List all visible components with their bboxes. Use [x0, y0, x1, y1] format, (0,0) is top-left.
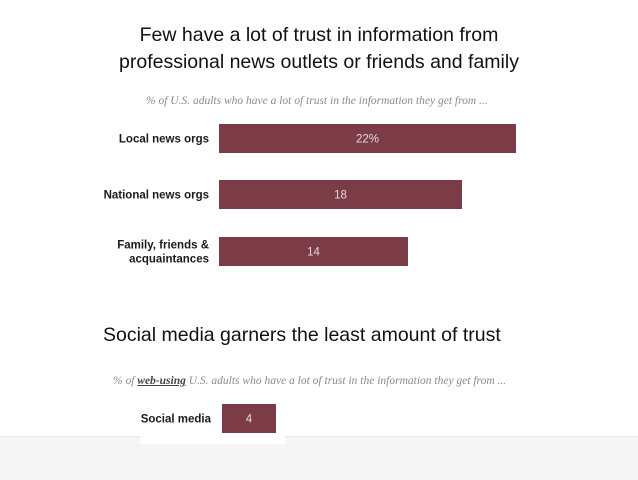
chart-1-value-label-2: 18 [334, 190, 347, 202]
chart-1-value-label-3: 14 [307, 247, 320, 259]
chart-2-title: % of web-using U.S. adults who have a lo… [113, 375, 506, 387]
chart-1-category-label-3-line-1: Family, friends & [117, 240, 209, 252]
chart-2-bar-1 [222, 404, 276, 433]
chart-2-value-label-1: 4 [246, 414, 253, 426]
slide-footer [0, 436, 638, 480]
chart-1-category-label-1: Local news orgs [119, 134, 209, 146]
chart-1-bar-2 [219, 180, 462, 209]
chart-1-bar-1 [219, 124, 516, 153]
chart-1-category-label-2: National news orgs [104, 190, 209, 202]
chart-1-value-label-1: 22% [356, 134, 379, 146]
slide-title-line-2: professional news outlets or friends and… [119, 51, 519, 73]
chart-2-category-label-1: Social media [141, 414, 212, 426]
chart-2-title-emphasis: web-using [137, 375, 186, 387]
slide-title: Few have a lot of trust in information f… [0, 22, 638, 76]
chart-1-title: % of U.S. adults who have a lot of trust… [146, 95, 488, 107]
chart-2-title-suffix: U.S. adults who have a lot of trust in t… [185, 375, 507, 387]
chart-1-category-label-3-line-2: acquaintances [129, 254, 209, 266]
chart-2-title-prefix: % of [113, 375, 138, 387]
slide-subtitle: Social media garners the least amount of… [103, 324, 501, 346]
slide-title-line-1: Few have a lot of trust in information f… [139, 24, 499, 46]
chart-1-bar-3 [219, 237, 408, 266]
